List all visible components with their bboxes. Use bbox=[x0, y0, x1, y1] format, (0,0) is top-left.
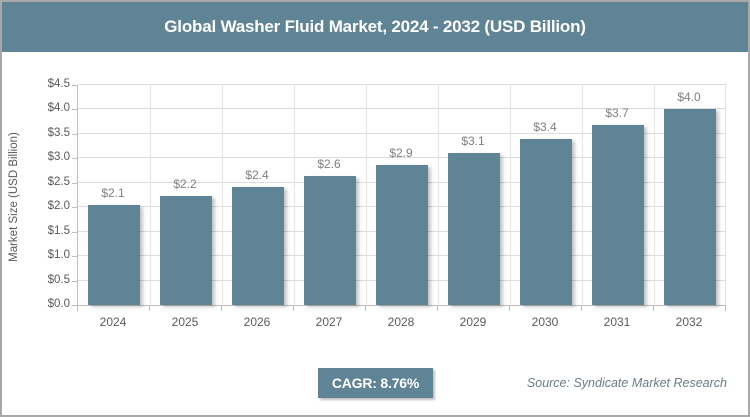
y-tick-label: $0.0 bbox=[47, 298, 70, 310]
y-tick-label: $4.5 bbox=[47, 78, 70, 90]
y-tick-mark bbox=[72, 231, 77, 233]
x-tick-mark bbox=[77, 306, 78, 311]
gridline-vertical bbox=[294, 85, 295, 305]
y-tick-label: $4.0 bbox=[47, 102, 70, 115]
x-tick-label: 2026 bbox=[243, 315, 271, 329]
bar-value-label: $3.4 bbox=[533, 119, 557, 134]
gridline-vertical bbox=[654, 85, 655, 305]
y-tick-mark bbox=[72, 182, 77, 184]
y-tick-mark bbox=[72, 207, 77, 209]
y-tick-label: $1.0 bbox=[47, 249, 70, 262]
y-tick-label: $2.0 bbox=[47, 200, 70, 213]
y-tick-label: $1.5 bbox=[47, 224, 70, 237]
chart-title: Global Washer Fluid Market, 2024 - 2032 … bbox=[164, 17, 586, 36]
x-tick-label: 2030 bbox=[531, 315, 559, 329]
bar-value-label: $2.4 bbox=[245, 167, 269, 182]
y-axis-title: Market Size (USD Billion) bbox=[8, 132, 20, 262]
gridline-vertical bbox=[366, 85, 367, 305]
y-tick-mark bbox=[72, 280, 77, 282]
y-tick-mark bbox=[72, 256, 77, 258]
bar bbox=[160, 195, 212, 305]
source-text: Source: Syndicate Market Research bbox=[526, 376, 727, 390]
gridline-horizontal bbox=[78, 84, 726, 85]
bar-value-label: $2.9 bbox=[389, 146, 413, 161]
bar-value-label: $4.0 bbox=[677, 89, 701, 104]
gridline-vertical bbox=[510, 85, 511, 305]
x-tick-mark bbox=[149, 306, 150, 311]
y-tick-label: $0.5 bbox=[47, 273, 70, 286]
y-tick-label: $3.5 bbox=[47, 126, 70, 139]
x-tick-mark bbox=[365, 306, 366, 311]
gridline-vertical bbox=[222, 85, 223, 305]
x-tick-label: 2028 bbox=[387, 315, 415, 329]
bar-value-label: $2.2 bbox=[173, 176, 197, 191]
gridline-vertical bbox=[438, 85, 439, 305]
y-tick-mark bbox=[72, 85, 77, 86]
x-tick-label: 2027 bbox=[315, 315, 343, 329]
cagr-badge: CAGR: 8.76% bbox=[318, 368, 433, 398]
x-tick-mark bbox=[653, 306, 654, 311]
bar-value-label: $2.6 bbox=[317, 157, 341, 172]
y-tick-label: $3.0 bbox=[47, 151, 70, 164]
x-tick-mark bbox=[725, 306, 726, 311]
x-tick-mark bbox=[581, 306, 582, 311]
bar-value-label: $3.7 bbox=[605, 105, 629, 120]
x-tick-label: 2024 bbox=[99, 315, 127, 329]
bar bbox=[520, 138, 572, 305]
bar bbox=[304, 176, 356, 305]
x-tick-label: 2032 bbox=[675, 315, 703, 329]
x-tick-mark bbox=[437, 306, 438, 311]
gridline-vertical bbox=[582, 85, 583, 305]
gridline-horizontal bbox=[78, 132, 726, 134]
x-tick-mark bbox=[293, 306, 294, 311]
x-tick-mark bbox=[221, 306, 222, 311]
chart-title-bar: Global Washer Fluid Market, 2024 - 2032 … bbox=[2, 2, 748, 52]
bar bbox=[592, 124, 644, 305]
x-tick-mark bbox=[509, 306, 510, 311]
bar bbox=[448, 152, 500, 305]
y-tick-mark bbox=[72, 305, 77, 306]
y-tick-mark bbox=[72, 158, 77, 160]
bar bbox=[376, 165, 428, 305]
gridline-vertical bbox=[150, 85, 151, 305]
gridline-horizontal bbox=[78, 157, 726, 159]
x-tick-label: 2031 bbox=[603, 315, 631, 329]
bar-value-label: $3.1 bbox=[461, 133, 485, 148]
gridline-horizontal bbox=[78, 108, 726, 110]
x-tick-label: 2025 bbox=[171, 315, 199, 329]
bar-value-label: $2.1 bbox=[101, 185, 125, 200]
bar bbox=[88, 204, 140, 305]
y-tick-mark bbox=[72, 109, 77, 111]
y-tick-label: $2.5 bbox=[47, 175, 70, 188]
x-tick-label: 2029 bbox=[459, 315, 487, 329]
bar bbox=[232, 186, 284, 305]
bar bbox=[664, 108, 716, 305]
plot-area bbox=[77, 84, 726, 306]
gridline-vertical bbox=[725, 85, 726, 305]
y-tick-mark bbox=[72, 133, 77, 135]
